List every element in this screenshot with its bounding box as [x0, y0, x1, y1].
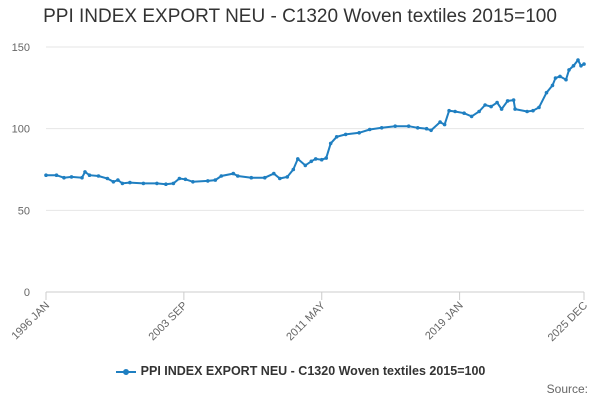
- data-point: [469, 114, 474, 119]
- data-point: [357, 131, 362, 135]
- data-point: [499, 107, 504, 111]
- data-point: [571, 64, 576, 68]
- data-point: [249, 175, 254, 180]
- data-point: [505, 99, 510, 103]
- data-point: [576, 58, 580, 62]
- data-point: [87, 173, 92, 177]
- data-point: [54, 173, 59, 177]
- data-point: [69, 175, 74, 179]
- data-point: [406, 124, 411, 128]
- data-point: [582, 62, 586, 66]
- legend-swatch-icon: [115, 368, 136, 375]
- data-point: [579, 64, 583, 68]
- data-point: [285, 175, 290, 179]
- data-point: [278, 176, 282, 181]
- data-point: [164, 182, 168, 186]
- data-point: [343, 132, 348, 137]
- data-point: [442, 122, 447, 127]
- data-point: [553, 76, 558, 80]
- y-tick-label: 150: [12, 42, 30, 54]
- data-point: [438, 120, 442, 124]
- data-point: [171, 181, 176, 186]
- data-point: [191, 180, 195, 184]
- data-point: [219, 174, 224, 178]
- data-point: [183, 177, 188, 182]
- data-point: [415, 126, 420, 130]
- chart-title: PPI INDEX EXPORT NEU - C1320 Woven texti…: [43, 6, 557, 27]
- y-tick-label: 0: [24, 287, 30, 299]
- data-point: [379, 126, 384, 130]
- data-point: [83, 170, 87, 174]
- data-point: [537, 105, 541, 110]
- data-point: [303, 163, 308, 168]
- data-point: [96, 174, 101, 178]
- data-point: [309, 159, 314, 164]
- data-point: [206, 179, 210, 183]
- data-point: [564, 77, 568, 82]
- data-point: [296, 157, 300, 161]
- data-point: [155, 181, 159, 186]
- data-point: [328, 141, 333, 146]
- data-point: [550, 83, 555, 88]
- x-tick-label: 2003 SEP: [146, 300, 190, 344]
- gridlines: [46, 46, 584, 211]
- data-point: [177, 176, 182, 181]
- legend[interactable]: PPI INDEX EXPORT NEU - C1320 Woven texti…: [0, 364, 600, 378]
- data-point: [429, 128, 433, 133]
- data-point: [531, 108, 535, 113]
- x-axis-ticks: 1996 JAN 2003 SEP 2011 MAY 2019 JAN 2025 DEC: [9, 292, 590, 344]
- y-tick-label: 100: [12, 124, 30, 136]
- data-point: [105, 176, 110, 181]
- data-point: [111, 180, 116, 184]
- data-point: [462, 111, 466, 115]
- data-point: [324, 156, 329, 160]
- data-point: [141, 181, 146, 186]
- data-point: [62, 175, 66, 180]
- data-point: [213, 178, 218, 182]
- data-point: [319, 157, 324, 162]
- data-point: [116, 178, 120, 182]
- data-point: [544, 90, 549, 95]
- data-point: [44, 173, 48, 177]
- x-tick-label: 2025 DEC: [546, 300, 590, 344]
- data-point: [334, 135, 339, 139]
- data-point: [495, 100, 499, 105]
- data-point: [263, 175, 267, 180]
- data-point: [231, 171, 236, 176]
- legend-label: PPI INDEX EXPORT NEU - C1320 Woven texti…: [140, 364, 486, 378]
- data-point: [477, 109, 481, 114]
- data-point: [393, 124, 398, 128]
- data-point: [272, 171, 276, 176]
- source-label: Source:: [546, 382, 588, 396]
- data-point: [80, 175, 84, 180]
- y-axis-ticks: 0 50 100 150: [12, 42, 30, 299]
- data-point: [489, 104, 493, 109]
- data-point: [424, 126, 429, 131]
- data-point: [447, 108, 451, 113]
- data-point: [513, 107, 517, 111]
- data-point: [525, 109, 529, 114]
- data-point: [567, 68, 571, 72]
- data-point: [511, 98, 516, 102]
- x-tick-label: 2019 JAN: [423, 300, 466, 343]
- data-point: [313, 157, 318, 161]
- data-point: [128, 180, 132, 185]
- data-point: [291, 167, 296, 172]
- data-point: [483, 103, 487, 107]
- data-point: [453, 109, 457, 114]
- data-point: [558, 74, 562, 79]
- data-point: [236, 174, 240, 178]
- data-point: [120, 181, 125, 186]
- series-points: [44, 58, 586, 186]
- x-tick-label: 2011 MAY: [284, 299, 328, 343]
- data-point: [367, 127, 372, 132]
- y-tick-label: 50: [18, 205, 30, 217]
- series-line: [46, 58, 585, 186]
- x-tick-label: 1996 JAN: [9, 300, 52, 343]
